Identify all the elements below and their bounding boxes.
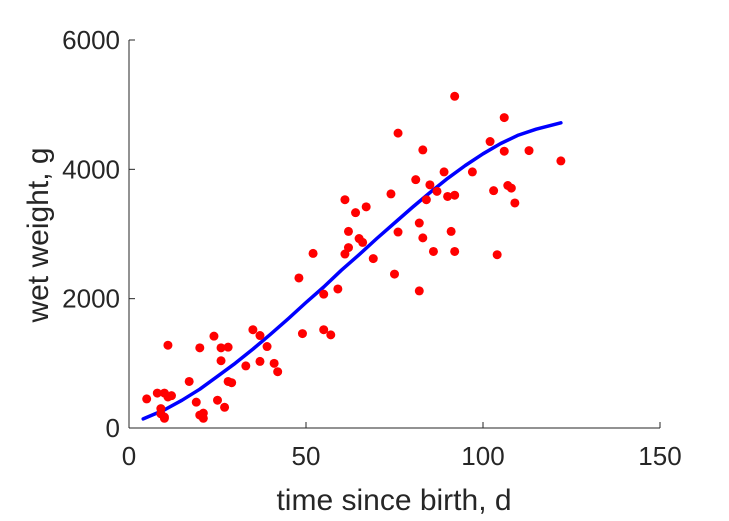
data-point (262, 342, 272, 352)
data-point (319, 325, 329, 335)
data-point (418, 233, 428, 243)
data-point (450, 246, 460, 256)
data-point (489, 186, 499, 196)
fit-curve (141, 121, 563, 421)
x-tick-label: 100 (461, 441, 504, 471)
data-point (358, 237, 368, 247)
data-point (340, 195, 350, 205)
x-tick-label: 150 (638, 441, 681, 471)
data-point (255, 331, 265, 341)
data-point (273, 367, 283, 377)
data-point (428, 246, 438, 256)
data-point (308, 248, 318, 258)
data-point (343, 243, 353, 253)
data-point (220, 402, 230, 412)
data-point (166, 391, 176, 401)
data-point (351, 208, 361, 218)
data-point (432, 186, 442, 196)
data-point (524, 146, 534, 156)
data-point (467, 167, 477, 177)
data-point (443, 191, 453, 201)
data-point (297, 329, 307, 339)
axes: 0 50 100 150 0 2000 4000 6000 (62, 25, 682, 471)
data-point (446, 226, 456, 236)
data-point (213, 395, 222, 405)
data-point (319, 289, 329, 299)
data-point (485, 137, 495, 147)
y-tick-label: 0 (106, 413, 120, 443)
data-point (510, 198, 520, 208)
data-point (411, 175, 421, 185)
x-tick-label: 50 (292, 441, 321, 471)
data-point (492, 250, 502, 260)
fit-curve-layer (141, 121, 563, 421)
data-point (421, 195, 431, 205)
data-point (393, 227, 403, 237)
data-point (255, 356, 265, 366)
data-point (499, 113, 509, 123)
data-point (209, 331, 219, 341)
data-point (152, 388, 162, 398)
data-point (499, 146, 509, 156)
data-point (159, 412, 169, 422)
y-axis-label: wet weight, g (22, 147, 55, 323)
data-point (414, 286, 424, 296)
data-point (414, 218, 424, 228)
data-point (191, 397, 201, 407)
data-point (506, 183, 516, 193)
x-tick-label: 0 (122, 441, 136, 471)
data-point (198, 413, 208, 423)
data-point (450, 91, 460, 101)
data-point (450, 190, 460, 200)
y-tick-label: 4000 (62, 154, 120, 184)
data-point (227, 378, 237, 388)
data-point (361, 202, 371, 212)
data-point (393, 128, 403, 138)
data-point (386, 189, 396, 199)
data-point (216, 343, 226, 353)
data-point (326, 330, 336, 340)
data-point (223, 342, 233, 352)
data-point (269, 358, 279, 368)
data-point (163, 340, 173, 350)
x-axis-label: time since birth, d (276, 484, 511, 517)
data-point (418, 145, 428, 155)
data-point (439, 167, 449, 177)
data-point (248, 325, 258, 335)
data-point (343, 226, 353, 236)
data-point (390, 269, 399, 279)
data-point (184, 376, 194, 386)
data-point (368, 254, 378, 264)
data-point (216, 356, 226, 366)
data-point (142, 394, 152, 404)
y-tick-label: 2000 (62, 284, 120, 314)
data-point (333, 284, 343, 294)
data-point (556, 156, 566, 166)
data-points-layer (142, 91, 566, 423)
data-point (425, 180, 435, 190)
data-point (241, 361, 251, 371)
y-tick-label: 6000 (62, 25, 120, 55)
data-point (294, 273, 304, 283)
data-point (195, 343, 205, 353)
